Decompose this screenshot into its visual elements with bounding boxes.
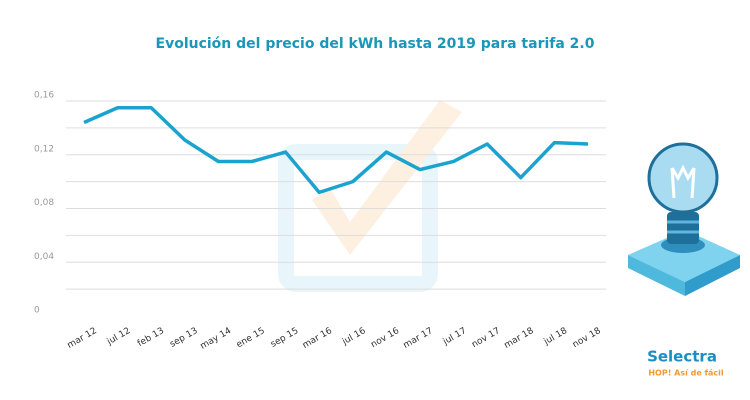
brand-slogan: HOP! Así de fácil [648, 369, 724, 378]
y-tick-label: 0 [34, 306, 40, 316]
y-tick-label: 0,12 [34, 144, 54, 154]
watermark [278, 100, 462, 292]
lightbulb-illustration [628, 142, 740, 296]
x-tick-label: may 14 [199, 326, 234, 352]
x-tick-label: jul 18 [542, 326, 570, 348]
x-tick-label: jul 12 [105, 326, 133, 348]
x-tick-label: mar 16 [301, 326, 334, 351]
x-tick-label: ene 15 [235, 326, 267, 350]
x-tick-label: jul 16 [340, 326, 368, 348]
x-tick-label: nov 17 [470, 326, 502, 350]
x-tick-label: feb 13 [136, 326, 166, 349]
y-tick-label: 0,16 [34, 91, 54, 101]
x-tick-label: sep 13 [168, 326, 199, 350]
brand-name: Selectra [647, 348, 717, 366]
y-tick-label: 0,08 [34, 198, 54, 208]
x-tick-label: sep 15 [269, 326, 300, 350]
data-line [83, 105, 589, 195]
y-tick-label: 0,04 [34, 252, 54, 262]
x-tick-label: nov 18 [571, 326, 603, 350]
x-tick-label: mar 18 [503, 326, 536, 351]
x-tick-label: nov 16 [369, 326, 401, 350]
x-tick-label: jul 17 [441, 326, 469, 348]
x-tick-label: mar 12 [66, 326, 99, 351]
x-tick-label: mar 17 [402, 326, 435, 351]
chart-title: Evolución del precio del kWh hasta 2019 … [156, 36, 595, 52]
